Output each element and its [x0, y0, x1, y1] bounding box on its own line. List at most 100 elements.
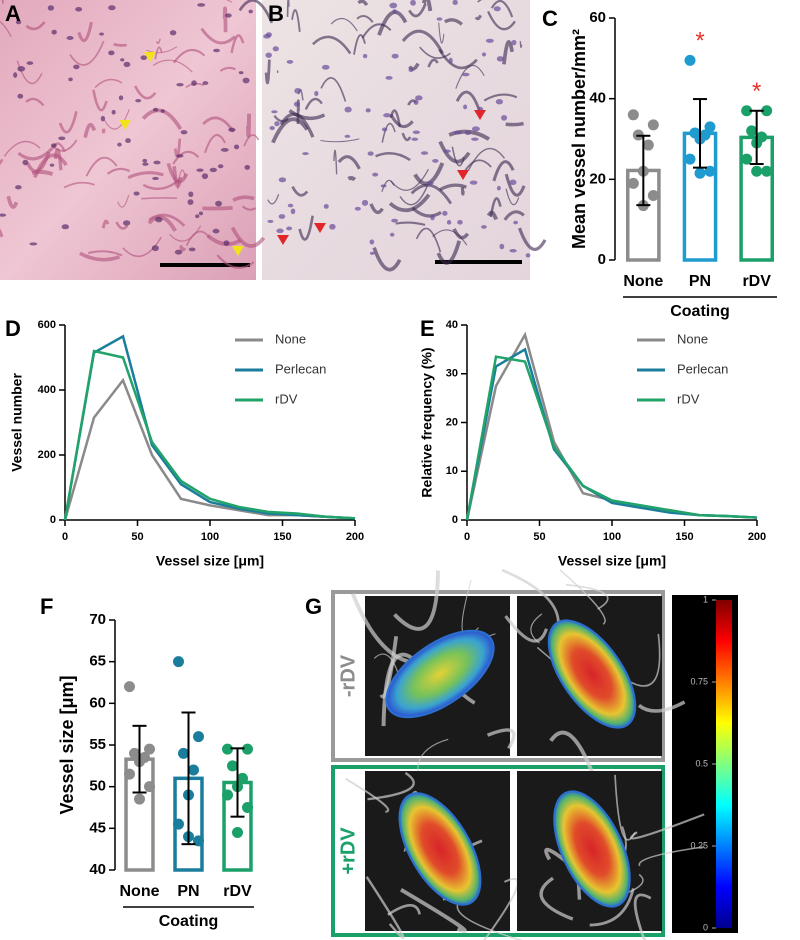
- texture: [638, 846, 705, 867]
- nucleus: [209, 167, 217, 173]
- arrowhead: [277, 235, 289, 245]
- texture: [637, 700, 686, 713]
- nucleus: [278, 177, 287, 183]
- texture: [222, 6, 228, 33]
- nucleus: [29, 242, 38, 246]
- texture: [365, 876, 405, 940]
- nucleus: [381, 127, 388, 132]
- nucleus: [354, 206, 361, 211]
- nucleus: [263, 34, 271, 39]
- y-tick-label: 20: [589, 170, 606, 187]
- texture: [179, 245, 187, 252]
- nucleus: [187, 199, 194, 205]
- texture: [517, 227, 547, 251]
- nucleus: [50, 143, 57, 148]
- error-bar: [181, 711, 196, 846]
- texture: [489, 197, 502, 218]
- error-bar: [636, 134, 651, 207]
- texture: [353, 34, 366, 55]
- texture: [230, 226, 266, 248]
- nucleus: [436, 17, 443, 21]
- nucleus: [217, 164, 224, 169]
- nucleus: [238, 71, 244, 75]
- nucleus: [369, 251, 375, 255]
- nucleus: [248, 9, 253, 14]
- nucleus: [329, 223, 336, 230]
- nucleus: [448, 57, 453, 64]
- texture: [52, 139, 78, 152]
- nucleus: [58, 136, 66, 141]
- data-point: [227, 760, 238, 772]
- texture: [519, 41, 523, 48]
- texture: [421, 0, 433, 12]
- y-tick-label: 60: [89, 694, 106, 711]
- texture: [202, 206, 233, 211]
- nucleus: [160, 109, 165, 113]
- y-axis-label: Relative frequency (%): [419, 347, 435, 497]
- texture: [0, 228, 4, 238]
- texture: [202, 0, 233, 3]
- significance-star: *: [695, 28, 704, 55]
- nucleus: [120, 58, 125, 62]
- texture: [271, 117, 309, 144]
- texture: [216, 254, 255, 269]
- texture: [115, 221, 129, 230]
- texture: [401, 29, 444, 54]
- nucleus: [196, 168, 204, 172]
- texture: [155, 38, 161, 44]
- data-point: [124, 768, 135, 780]
- texture: [25, 151, 51, 174]
- nucleus: [15, 185, 22, 190]
- nucleus: [13, 72, 18, 78]
- texture: [104, 109, 130, 130]
- texture: [630, 813, 705, 840]
- error-bar: [230, 747, 245, 818]
- nucleus: [380, 184, 387, 188]
- texture: [504, 615, 548, 643]
- nucleus: [68, 77, 73, 82]
- arrowhead: [119, 120, 131, 130]
- texture: [381, 179, 395, 192]
- nucleus: [452, 0, 458, 5]
- texture: [3, 140, 41, 157]
- nucleus: [464, 130, 472, 136]
- panel-letter: E: [420, 316, 435, 341]
- data-point: [761, 105, 773, 117]
- texture: [347, 176, 357, 182]
- data-point: [134, 793, 145, 805]
- texture: [410, 183, 453, 205]
- texture: [438, 22, 445, 44]
- error-bar: [693, 98, 707, 169]
- texture: [439, 183, 467, 192]
- texture: [0, 20, 12, 37]
- nucleus: [49, 163, 55, 167]
- texture: [58, 110, 78, 134]
- texture: [296, 99, 300, 125]
- nucleus: [152, 176, 159, 181]
- texture: [117, 194, 130, 208]
- texture: [539, 876, 574, 921]
- nucleus: [198, 211, 204, 216]
- y-tick-label: 40: [589, 90, 606, 107]
- nucleus: [215, 200, 223, 207]
- data-point: [704, 165, 716, 177]
- nucleus: [509, 248, 517, 253]
- texture: [94, 78, 123, 89]
- nucleus: [17, 93, 24, 99]
- nucleus: [133, 191, 140, 196]
- data-point: [222, 789, 233, 801]
- x-axis-label: Vessel size [μm]: [558, 553, 666, 569]
- data-point: [173, 818, 184, 830]
- texture: [246, 113, 252, 138]
- nucleus: [446, 220, 452, 225]
- nucleus: [432, 158, 439, 163]
- nucleus: [213, 48, 220, 53]
- texture: [345, 777, 390, 813]
- texture: [304, 97, 323, 110]
- nucleus: [415, 95, 423, 101]
- colorbar: [716, 600, 732, 928]
- x-tick-label: 150: [273, 531, 291, 543]
- texture: [389, 109, 402, 128]
- data-point: [242, 802, 253, 813]
- texture: [134, 85, 157, 100]
